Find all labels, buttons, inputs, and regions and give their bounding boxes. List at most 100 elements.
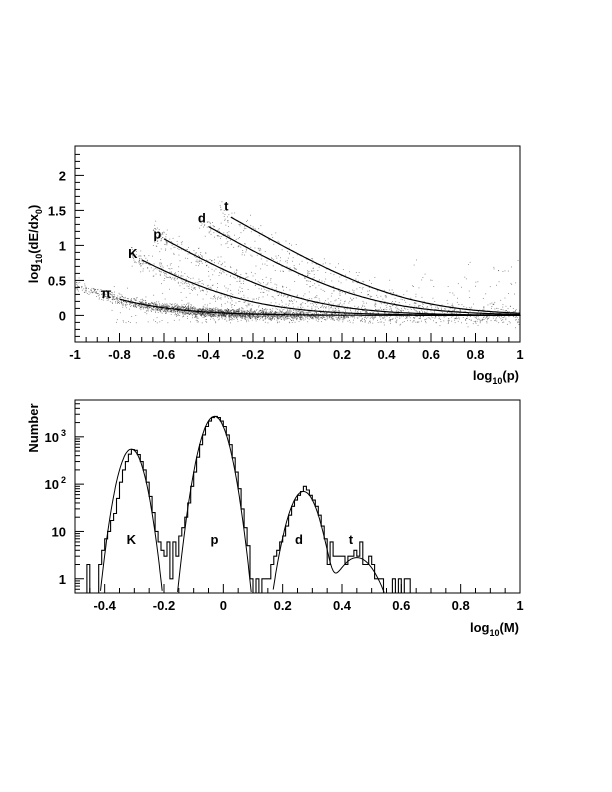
scatter-point	[107, 298, 109, 300]
scatter-point	[274, 304, 275, 306]
scatter-point	[515, 309, 517, 311]
scatter-point	[220, 222, 222, 224]
scatter-point	[166, 276, 168, 278]
scatter-point	[276, 315, 278, 316]
scatter-point	[476, 313, 478, 315]
scatter-point	[149, 304, 151, 306]
scatter-point	[184, 282, 186, 283]
scatter-point	[131, 302, 132, 304]
scatter-point	[325, 307, 327, 309]
scatter-point	[360, 311, 362, 313]
scatter-point	[220, 206, 222, 208]
scatter-point	[254, 273, 256, 275]
scatter-point	[258, 247, 260, 249]
scatter-point	[310, 313, 312, 315]
scatter-point	[285, 303, 287, 305]
scatter-point	[205, 262, 207, 263]
scatter-point	[163, 311, 164, 312]
scatter-point	[435, 306, 437, 308]
scatter-point	[246, 312, 247, 314]
scatter-point	[252, 300, 253, 302]
scatter-point	[384, 301, 386, 302]
scatter-point	[174, 273, 176, 275]
scatter-point	[146, 310, 148, 312]
scatter-point	[167, 305, 169, 306]
scatter-point	[400, 311, 402, 313]
scatter-point	[255, 228, 256, 230]
scatter-point	[165, 305, 167, 307]
scatter-point	[211, 309, 213, 311]
scatter-point	[106, 290, 107, 291]
scatter-point	[180, 307, 182, 309]
scatter-point	[223, 310, 225, 311]
scatter-point	[223, 232, 225, 234]
scatter-point	[394, 297, 396, 299]
scatter-point	[215, 315, 216, 317]
scatter-point	[282, 311, 283, 313]
scatter-point	[331, 280, 333, 282]
scatter-point	[308, 316, 310, 318]
scatter-point	[368, 322, 370, 324]
scatter-point	[364, 320, 366, 322]
scatter-point	[205, 289, 207, 291]
scatter-point	[292, 260, 293, 262]
scatter-point	[293, 265, 295, 266]
scatter-point	[162, 237, 164, 239]
scatter-point	[399, 318, 401, 319]
scatter-point	[271, 234, 273, 236]
scatter-point	[466, 322, 468, 324]
scatter-point	[333, 315, 335, 317]
scatter-point	[496, 320, 498, 322]
scatter-point	[133, 306, 135, 308]
scatter-point	[336, 318, 338, 320]
scatter-point	[197, 294, 198, 296]
scatter-point	[104, 293, 106, 295]
scatter-point	[345, 274, 346, 276]
scatter-point	[297, 306, 299, 308]
scatter-point	[149, 304, 151, 305]
scatter-point	[502, 322, 504, 323]
scatter-point	[217, 235, 219, 237]
scatter-point	[329, 316, 331, 318]
scatter-point	[126, 298, 128, 299]
scatter-point	[200, 309, 202, 311]
scatter-point	[174, 277, 176, 279]
scatter-point	[312, 313, 313, 315]
scatter-point	[286, 265, 288, 267]
scatter-point	[236, 270, 238, 272]
scatter-point	[224, 218, 226, 220]
scatter-point	[84, 285, 86, 287]
scatter-point	[239, 309, 240, 311]
scatter-point	[200, 290, 201, 292]
scatter-point	[369, 290, 370, 292]
scatter-point	[405, 318, 407, 319]
scatter-point	[275, 289, 277, 291]
scatter-point	[238, 245, 240, 247]
scatter-point	[187, 253, 189, 255]
scatter-point	[162, 305, 164, 306]
scatter-point	[410, 309, 412, 310]
scatter-point	[358, 306, 359, 308]
scatter-point	[187, 249, 188, 250]
scatter-point	[244, 315, 246, 317]
scatter-point	[265, 310, 267, 312]
scatter-point	[168, 305, 170, 307]
scatter-point	[121, 304, 123, 306]
scatter-point	[301, 317, 303, 318]
scatter-point	[316, 313, 318, 315]
scatter-point	[260, 312, 262, 314]
scatter-point	[264, 288, 266, 290]
scatter-point	[170, 241, 172, 242]
scatter-point	[196, 321, 198, 323]
scatter-point	[242, 252, 244, 254]
scatter-point	[323, 310, 324, 312]
scatter-point	[261, 317, 263, 319]
scatter-point	[268, 315, 270, 317]
scatter-point	[185, 308, 187, 309]
scatter-point	[283, 315, 285, 317]
scatter-point	[372, 312, 374, 314]
scatter-point	[448, 318, 450, 320]
scatter-point	[175, 272, 176, 274]
scatter-point	[244, 312, 245, 314]
scatter-point	[290, 315, 291, 317]
